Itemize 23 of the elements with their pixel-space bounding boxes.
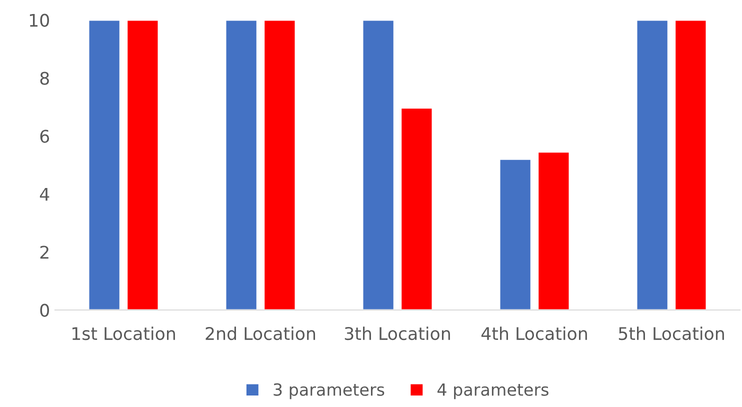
bar [537,151,570,310]
bar [224,20,258,310]
y-tick-label: 8 [40,72,49,85]
y-tick-label: 2 [40,246,48,259]
bar [498,158,532,310]
bar [263,20,296,310]
x-tick-label: 2nd Location [206,326,316,340]
y-tick-label: 4 [40,188,50,201]
legend-label: 4 parameters [437,384,548,400]
bar [126,20,160,310]
bar [88,20,121,310]
y-tick-label: 0 [40,304,49,317]
x-tick-label: 4th Location [481,326,587,340]
x-tick-label: 5th Location [618,326,724,340]
x-tick-label: 3th Location [344,326,450,340]
bar [674,20,708,310]
bar [362,20,395,310]
y-tick-label: 6 [40,130,50,143]
bar [636,20,669,310]
bar [400,107,434,310]
legend-label: 3 parameters [274,383,384,400]
y-tick-label: 10 [30,14,49,27]
x-tick-label: 1st Location [72,326,175,340]
